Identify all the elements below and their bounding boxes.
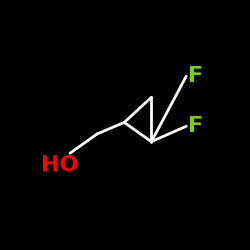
Text: HO: HO bbox=[41, 155, 78, 175]
Text: F: F bbox=[188, 116, 203, 136]
Text: F: F bbox=[188, 66, 203, 86]
